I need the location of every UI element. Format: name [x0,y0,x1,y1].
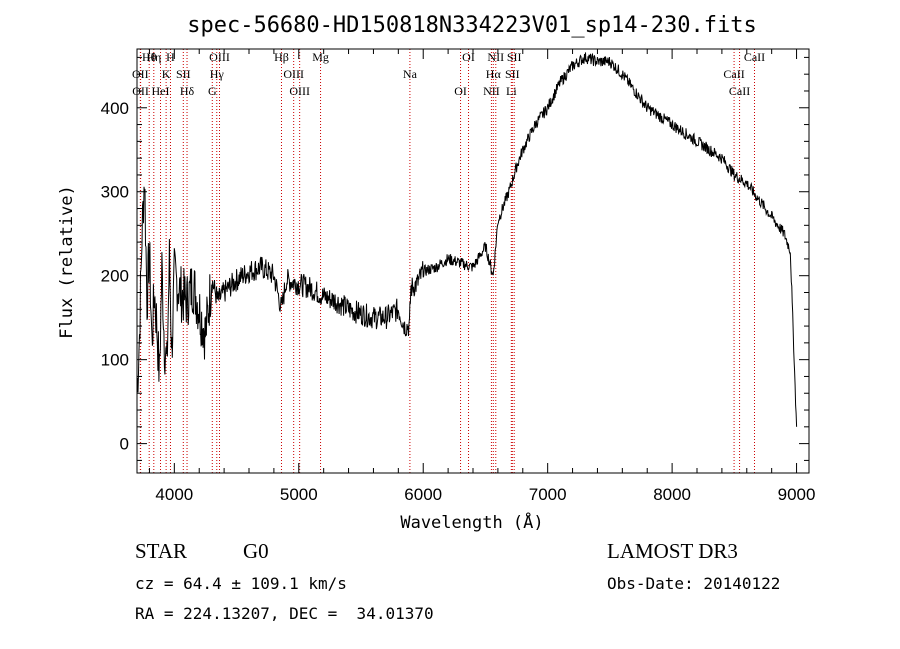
marker-label: Hγ [210,67,225,81]
marker-labels: HθOIIOIIHηKHeIHSIIHδOIIIHγGHβOIIIOIIIMgN… [132,50,765,98]
marker-label: CaII [729,84,750,98]
marker-label: SII [507,50,522,64]
x-tick-label: 7000 [529,485,567,504]
object-class: STAR [135,539,187,563]
marker-label: Na [403,67,418,81]
object-subclass: G0 [243,539,269,563]
x-tick-label: 9000 [778,485,816,504]
y-tick-label: 200 [101,267,129,286]
marker-label: CaII [744,50,765,64]
marker-label: Hη [146,50,161,64]
marker-label: H [166,50,175,64]
series-layer [136,52,798,427]
observation-date: Obs-Date: 20140122 [607,574,781,593]
marker-label: SII [176,67,191,81]
y-tick-label: 400 [101,99,129,118]
x-tick-label: 6000 [404,485,442,504]
chart-title: spec-56680-HD150818N334223V01_sp14-230.f… [187,13,757,38]
marker-label: Mg [312,50,329,64]
marker-label: NII [483,84,500,98]
y-axis-label: Flux (relative) [57,185,77,339]
y-tick-label: 0 [120,435,129,454]
survey-name: LAMOST DR3 [607,539,738,563]
marker-label: Hθ [142,50,157,64]
marker-label: NII [487,50,504,64]
x-tick-label: 4000 [155,485,193,504]
marker-label: Hα [486,67,502,81]
marker-label: OI [454,84,467,98]
plot-frame [136,48,810,474]
y-tick-label: 100 [101,351,129,370]
marker-label: HeI [152,84,170,98]
marker-label: Li [506,84,517,98]
marker-label: OI [462,50,475,64]
series-line [136,52,798,427]
y-tick-label: 300 [101,183,129,202]
marker-label: K [162,67,171,81]
marker-label: G [208,84,217,98]
marker-label: OIII [283,67,304,81]
redshift-cz: cz = 64.4 ± 109.1 km/s [135,574,347,593]
x-axis-label: Wavelength (Å) [400,511,543,533]
x-tick-label: 8000 [653,485,691,504]
axis-ticks: 4000 5000 6000 7000 8000 9000 0 100 200 300 400 [101,49,816,504]
marker-label: SII [505,67,520,81]
marker-label: Hδ [180,84,195,98]
marker-label: OIII [289,84,310,98]
marker-label: Hβ [274,50,289,64]
x-tick-label: 5000 [280,485,318,504]
marker-label: OIII [209,50,230,64]
marker-label: CaII [723,67,744,81]
ra-dec: RA = 224.13207, DEC = 34.01370 [135,604,434,623]
